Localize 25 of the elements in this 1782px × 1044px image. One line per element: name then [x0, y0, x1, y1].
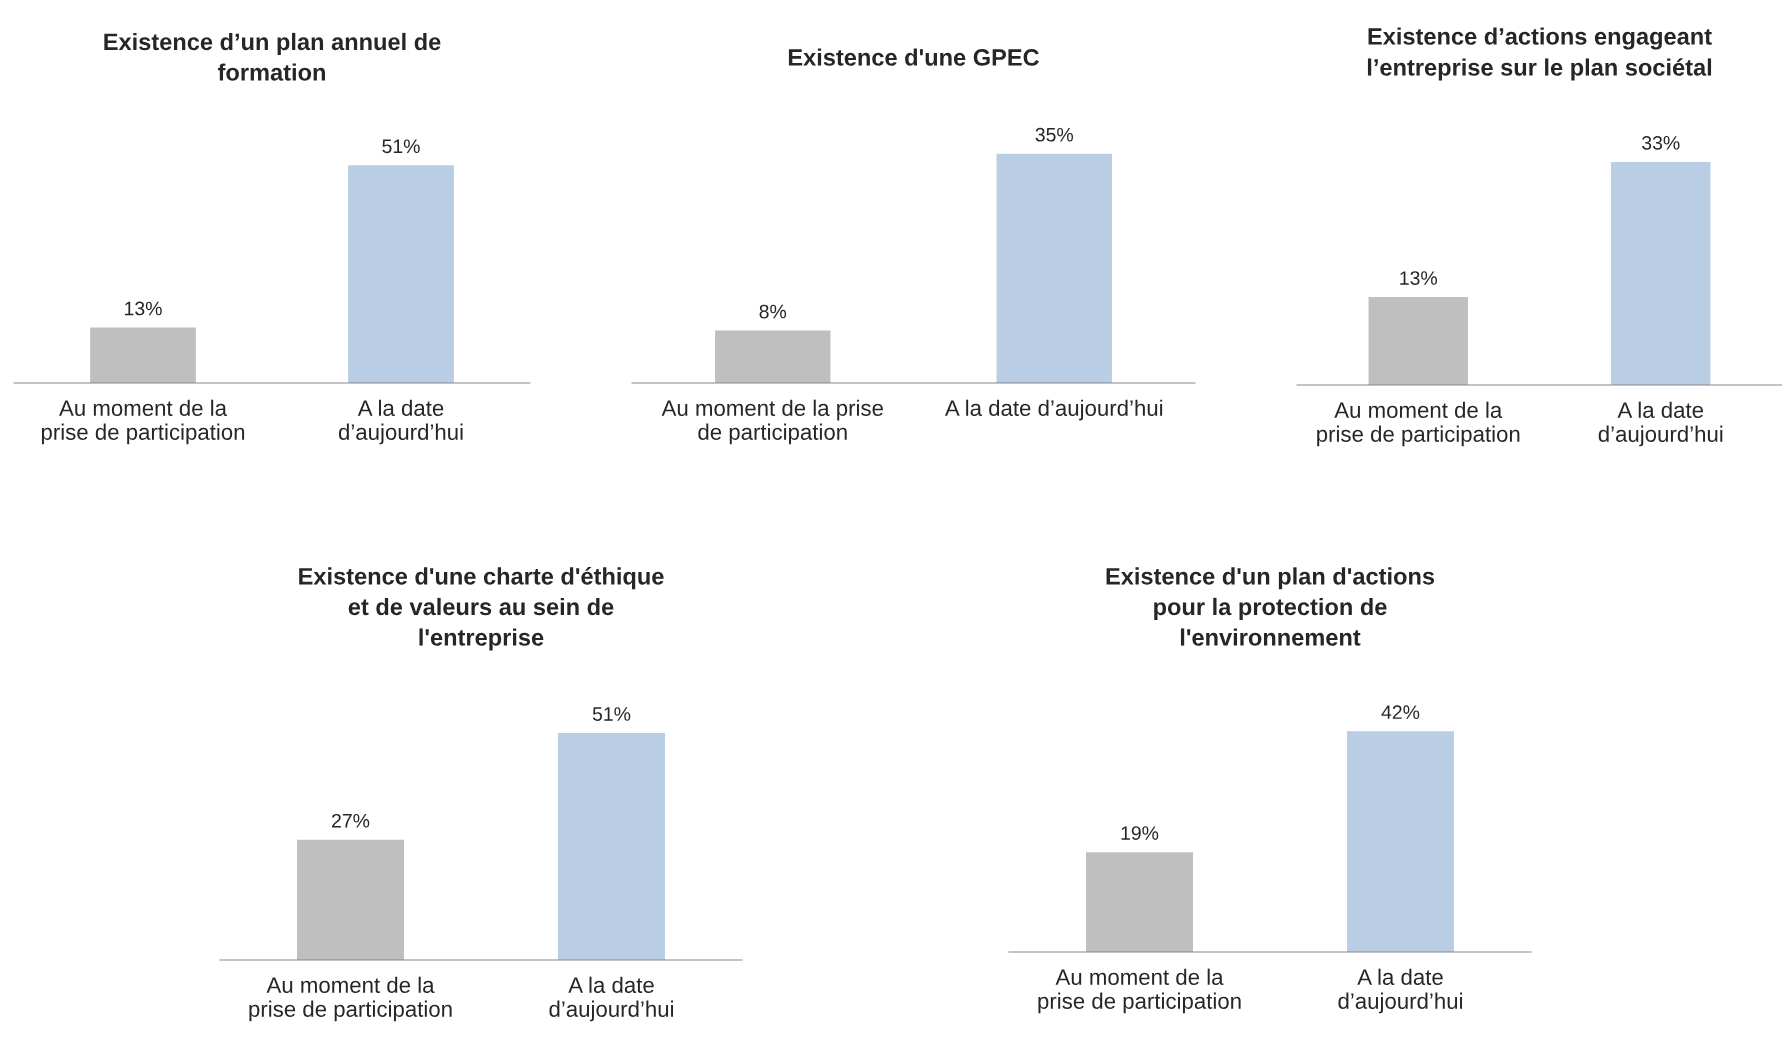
x-tick-label: A la date d’aujourd’hui [338, 399, 463, 445]
data-label: 13% [125, 301, 162, 316]
x-tick-label: A la date d’aujourd’hui [1598, 401, 1723, 447]
data-label: 33% [1642, 135, 1680, 150]
x-tick-label: A la date d’aujourd’hui [944, 399, 1163, 421]
x-tick-label: Au moment de la prise de participation [249, 976, 452, 1022]
data-label: 35% [1035, 127, 1074, 142]
chart-title: Existence d’un plan annuel de formation [104, 32, 441, 81]
data-label: 8% [759, 304, 787, 319]
x-tick-label: Au moment de la prise de participation [1038, 968, 1241, 1014]
x-tick-label: Au moment de la prise de participation [661, 399, 883, 445]
data-label: 19% [1121, 826, 1159, 840]
chart-title: Existence d'une GPEC [788, 48, 1040, 66]
x-tick-label: A la date d’aujourd’hui [1338, 968, 1463, 1014]
chart-title: Existence d'une charte d'éthique et de valeurs au sein de l'entreprise [299, 567, 664, 651]
x-tick-label: A la date d’aujourd’hui [549, 976, 674, 1022]
data-label: 42% [1381, 705, 1420, 719]
chart-title: Existence d'un plan d'actions pour la protection de l'environnement [1106, 567, 1435, 646]
chart-title: Existence d’actions engageant l’entreprise sur le plan sociétal [1367, 27, 1712, 81]
x-tick-label: Au moment de la prise de participation [41, 399, 245, 445]
data-label: 13% [1400, 271, 1438, 285]
x-tick-label: Au moment de la prise de participation [1317, 401, 1520, 447]
data-label: 27% [332, 813, 370, 828]
data-label: 51% [592, 707, 631, 721]
data-label: 51% [382, 139, 420, 154]
